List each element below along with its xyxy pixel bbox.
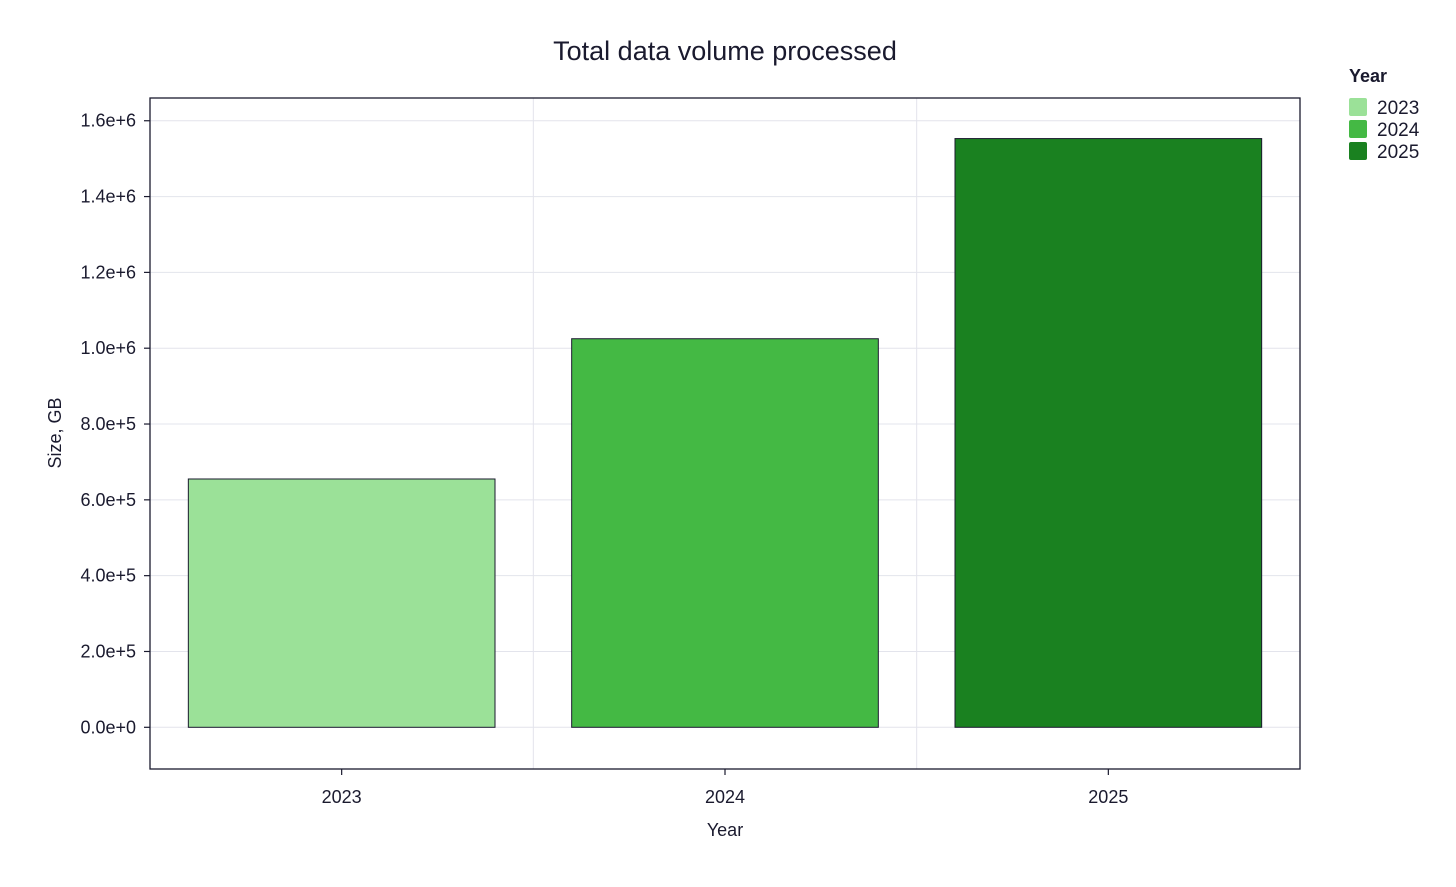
y-tick-label: 1.4e+6 — [80, 187, 136, 207]
legend-swatch-2025 — [1349, 142, 1367, 160]
x-tick-label: 2023 — [322, 787, 362, 807]
x-tick-label: 2024 — [705, 787, 745, 807]
legend-swatch-2024 — [1349, 120, 1367, 138]
x-axis-label: Year — [707, 820, 743, 840]
x-tick-label: 2025 — [1088, 787, 1128, 807]
y-tick-label: 1.0e+6 — [80, 338, 136, 358]
bars — [187, 138, 1263, 728]
y-tick-label: 1.6e+6 — [80, 111, 136, 131]
x-axis-ticks: 2023 2024 2025 — [322, 769, 1128, 807]
y-axis-label: Size, GB — [45, 397, 65, 468]
y-tick-label: 2.0e+5 — [80, 641, 136, 661]
bar-2023 — [187, 478, 496, 728]
chart-title: Total data volume processed — [553, 36, 897, 66]
y-tick-label: 0.0e+0 — [80, 717, 136, 737]
bar-2024 — [571, 338, 879, 728]
legend-label-2025: 2025 — [1377, 142, 1419, 163]
legend-label-2023: 2023 — [1377, 98, 1419, 119]
bar-2025 — [954, 138, 1263, 728]
y-tick-label: 1.2e+6 — [80, 262, 136, 282]
legend-swatch-2023 — [1349, 98, 1367, 116]
y-axis-ticks: 0.0e+0 2.0e+5 4.0e+5 6.0e+5 8.0e+5 1.0e+6 1.2e… — [80, 111, 150, 737]
y-tick-label: 6.0e+5 — [80, 490, 136, 510]
y-tick-label: 8.0e+5 — [80, 414, 136, 434]
legend-title: Year — [1349, 66, 1387, 86]
y-tick-label: 4.0e+5 — [80, 566, 136, 586]
legend-label-2024: 2024 — [1377, 120, 1420, 141]
